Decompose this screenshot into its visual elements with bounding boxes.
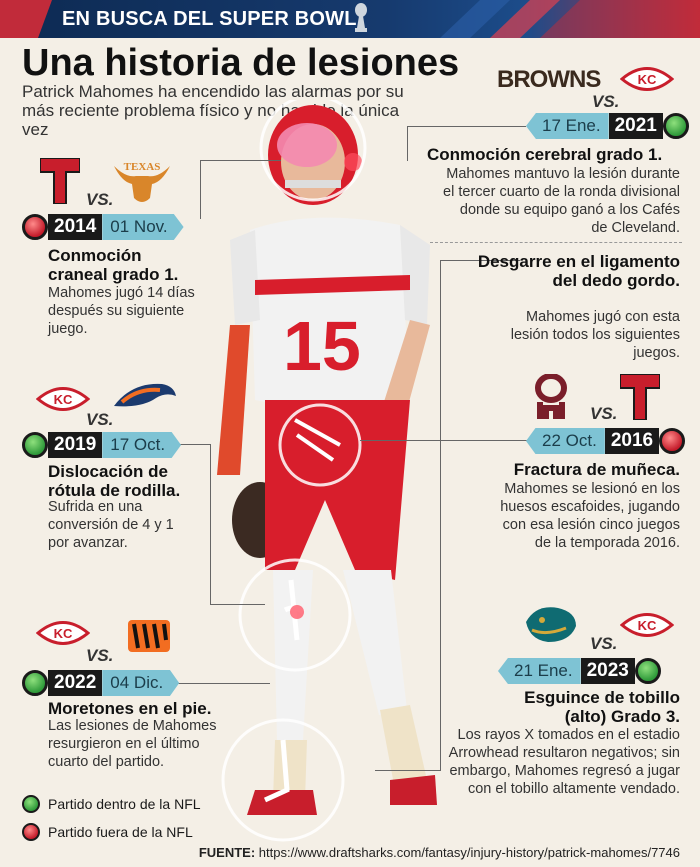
divider bbox=[430, 242, 682, 243]
browns-wordmark-icon: BROWNS bbox=[497, 66, 601, 93]
chiefs-logo-icon: KC bbox=[620, 613, 674, 637]
injury-title: Conmoción cerebral grado 1. bbox=[427, 145, 663, 164]
nfl-game-dot-icon bbox=[634, 658, 661, 684]
leader-line bbox=[440, 260, 442, 770]
injury-description: Mahomes se lesionó en los huesos escafoi… bbox=[500, 481, 680, 551]
nfl-game-dot-icon bbox=[662, 113, 689, 139]
leader-line bbox=[407, 126, 526, 161]
svg-text:KC: KC bbox=[638, 618, 657, 633]
date-day: 17 Oct. bbox=[102, 432, 182, 458]
injury-title: Desgarre en el ligamento del dedo gordo. bbox=[477, 252, 680, 290]
trophy-icon bbox=[355, 3, 367, 32]
date-day: 22 Oct. bbox=[526, 428, 605, 454]
chiefs-logo-icon: KC bbox=[36, 621, 90, 645]
date-tag-2022: 2022 04 Dic. bbox=[22, 670, 180, 696]
non-nfl-game-dot-icon bbox=[22, 214, 48, 240]
legend-item-nfl: Partido dentro de la NFL bbox=[22, 795, 201, 813]
injury-title: Esguince de tobillo (alto) Grado 3. bbox=[524, 688, 680, 726]
chiefs-logo-icon: KC bbox=[620, 67, 674, 91]
vs-label: VS. bbox=[590, 404, 618, 423]
legend-label: Partido fuera de la NFL bbox=[48, 824, 193, 840]
date-day: 17 Ene. bbox=[526, 113, 609, 139]
header-banner: EN BUSCA DEL SUPER BOWL bbox=[0, 0, 700, 38]
injury-title: Dislocación de rótula de rodilla. bbox=[48, 462, 181, 500]
leader-line bbox=[210, 604, 265, 606]
leader-line bbox=[200, 160, 281, 219]
nfl-game-dot-icon bbox=[22, 432, 48, 458]
date-year: 2014 bbox=[48, 214, 103, 240]
bengals-logo-icon bbox=[128, 620, 170, 652]
vs-label: VS. bbox=[86, 646, 114, 665]
leader-line bbox=[375, 770, 441, 772]
leader-line bbox=[440, 260, 520, 262]
date-year: 2022 bbox=[48, 670, 103, 696]
date-day: 01 Nov. bbox=[102, 214, 184, 240]
leader-line bbox=[360, 440, 527, 442]
banner-accent-icon bbox=[0, 0, 52, 38]
injury-title: Fractura de muñeca. bbox=[513, 460, 680, 479]
player-illustration: 15 bbox=[217, 100, 437, 842]
date-tag-2014: 2014 01 Nov. bbox=[22, 214, 184, 240]
svg-text:KC: KC bbox=[54, 392, 73, 407]
non-nfl-game-dot-icon bbox=[22, 823, 40, 841]
injury-description: Mahomes jugó 14 días después su siguient… bbox=[48, 285, 195, 337]
date-year: 2019 bbox=[48, 432, 103, 458]
injury-description: Los rayos X tomados en el estadio Arrowh… bbox=[448, 727, 680, 797]
date-year: 2023 bbox=[580, 658, 635, 684]
injury-title: Conmoción craneal grado 1. bbox=[48, 246, 179, 284]
date-tag-2021: 17 Ene. 2021 bbox=[526, 113, 689, 139]
source-url[interactable]: https://www.draftsharks.com/fantasy/inju… bbox=[258, 845, 680, 860]
chiefs-logo-icon: KC bbox=[36, 387, 90, 411]
injury-description: Mahomes jugó con esta lesión todos los s… bbox=[510, 309, 680, 361]
header-title: EN BUSCA DEL SUPER BOWL bbox=[62, 8, 357, 30]
date-day: 04 Dic. bbox=[102, 670, 180, 696]
date-year: 2021 bbox=[608, 113, 663, 139]
texas-longhorns-logo-icon: TEXAS bbox=[114, 161, 170, 202]
jaguars-logo-icon bbox=[526, 607, 576, 642]
vs-label: VS. bbox=[590, 634, 618, 653]
vs-label: VS. bbox=[592, 92, 620, 111]
source-footer: FUENTE: https://www.draftsharks.com/fant… bbox=[199, 845, 680, 860]
date-tag-2016: 22 Oct. 2016 bbox=[526, 428, 686, 454]
oklahoma-logo-icon bbox=[535, 374, 567, 419]
vs-label: VS. bbox=[86, 410, 114, 429]
brain-highlight-icon bbox=[277, 123, 337, 167]
legend-label: Partido dentro de la NFL bbox=[48, 796, 201, 812]
non-nfl-game-dot-icon bbox=[659, 428, 686, 454]
leader-line bbox=[175, 444, 211, 605]
svg-text:TEXAS: TEXAS bbox=[124, 161, 161, 173]
date-day: 21 Ene. bbox=[498, 658, 581, 684]
texas-tech-logo-icon bbox=[40, 158, 80, 204]
jersey-number: 15 bbox=[283, 307, 361, 385]
banner-stripes-icon bbox=[440, 0, 700, 38]
source-label: FUENTE: bbox=[198, 845, 256, 860]
page-title: Una historia de lesiones bbox=[22, 42, 460, 84]
svg-text:KC: KC bbox=[638, 72, 657, 87]
injury-description: Mahomes mantuvo la lesión durante el ter… bbox=[443, 166, 680, 236]
date-tag-2019: 2019 17 Oct. bbox=[22, 432, 182, 458]
svg-text:KC: KC bbox=[54, 626, 73, 641]
nfl-game-dot-icon bbox=[22, 670, 48, 696]
date-tag-2023: 21 Ene. 2023 bbox=[498, 658, 661, 684]
date-year: 2016 bbox=[604, 428, 660, 454]
legend-item-non-nfl: Partido fuera de la NFL bbox=[22, 823, 193, 841]
nfl-game-dot-icon bbox=[22, 795, 40, 813]
texas-tech-logo-icon bbox=[620, 374, 660, 420]
injury-description: Sufrida en una conversión de 4 y 1 por a… bbox=[48, 499, 174, 551]
injury-title: Moretones en el pie. bbox=[48, 699, 212, 718]
vs-label: VS. bbox=[86, 190, 114, 209]
injury-description: Las lesiones de Mahomes resurgieron en e… bbox=[48, 718, 217, 770]
leader-line bbox=[175, 683, 270, 685]
broncos-logo-icon bbox=[114, 383, 176, 407]
